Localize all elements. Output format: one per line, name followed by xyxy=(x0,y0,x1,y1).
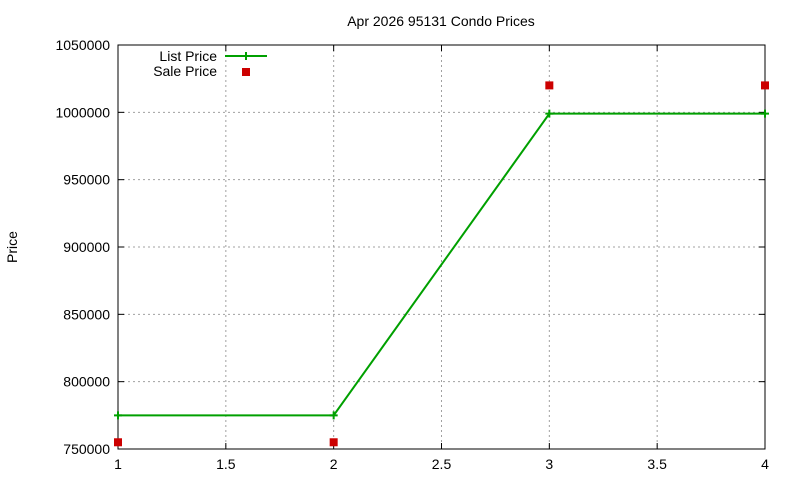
y-tick-label: 850000 xyxy=(63,306,110,322)
grid xyxy=(118,45,765,449)
legend-label-sale-price: Sale Price xyxy=(153,63,217,79)
list-price-line xyxy=(118,112,765,417)
x-tick-label: 2 xyxy=(330,456,338,472)
list-price-point xyxy=(761,109,769,118)
y-tick-label: 900000 xyxy=(63,239,110,255)
series xyxy=(114,81,769,447)
x-tick-label: 2.5 xyxy=(432,456,452,472)
x-tick-label: 3.5 xyxy=(647,456,667,472)
legend: List Price Sale Price xyxy=(153,48,267,79)
x-tick-label: 4 xyxy=(761,456,769,472)
plot-border xyxy=(117,44,766,450)
sale-price-point xyxy=(329,438,338,447)
legend-label-list-price: List Price xyxy=(159,48,217,64)
list-price-point xyxy=(545,109,554,118)
list-price-point xyxy=(114,411,122,420)
chart-title: Apr 2026 95131 Condo Prices xyxy=(347,13,535,29)
x-tick-label: 3 xyxy=(545,456,553,472)
y-tick-label: 950000 xyxy=(63,172,110,188)
legend-marker-list-price xyxy=(242,52,250,60)
y-axis-label: Price xyxy=(4,231,20,263)
x-tick-label: 1 xyxy=(114,456,122,472)
y-tick-label: 750000 xyxy=(63,441,110,457)
sale-price-point xyxy=(761,81,769,90)
ticks: 1 1.5 2 2.5 3 3.5 4 750000 800000 850000 900000 950… xyxy=(55,37,769,472)
sale-price-point xyxy=(545,81,554,90)
legend-marker-sale-price xyxy=(242,68,250,76)
x-tick-label: 1.5 xyxy=(216,456,236,472)
y-tick-label: 1000000 xyxy=(55,104,110,120)
y-tick-label: 800000 xyxy=(63,374,110,390)
list-price-point xyxy=(329,411,338,420)
sale-price-point xyxy=(114,438,122,447)
y-tick-label: 1050000 xyxy=(55,37,110,53)
